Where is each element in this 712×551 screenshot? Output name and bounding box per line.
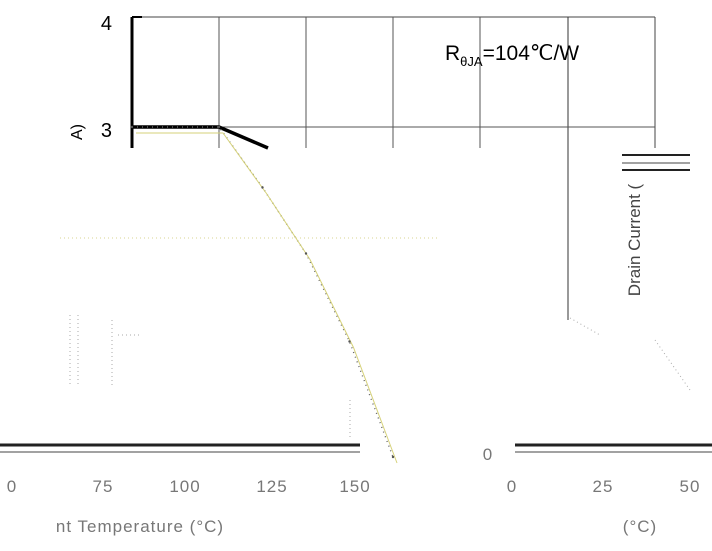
series-line-solid — [132, 125, 269, 150]
series-line-dotted — [132, 126, 394, 458]
series-point — [391, 455, 395, 459]
y-axis-label: A) — [69, 124, 86, 140]
annotation-rest: =104℃/W — [483, 42, 580, 65]
right-panel-fragment: Drain Current ( — [622, 154, 690, 296]
annotation-sub: θJA — [460, 54, 483, 69]
annotation-main: R — [445, 42, 460, 65]
x-tick-label: 125 — [256, 477, 287, 496]
x-axis-label-left: nt Temperature (°C) — [56, 517, 224, 536]
series-point — [130, 125, 134, 129]
series-point — [261, 186, 264, 189]
y-tick-label-3: 3 — [101, 120, 112, 142]
right-y-label: Drain Current ( — [625, 183, 644, 296]
y-tick-label-4: 4 — [101, 13, 112, 35]
x-tick-label: 50 — [680, 477, 701, 496]
x-tick-label: 0 — [483, 445, 493, 464]
x-tick-label: 100 — [169, 477, 200, 496]
x-tick-label: 0 — [507, 477, 517, 496]
remnant-line — [654, 339, 691, 391]
series-line-faint — [136, 132, 398, 464]
x-tick-labels-left: 0 75 100 125 150 — [7, 477, 370, 496]
series-point — [304, 252, 308, 255]
annotation: RθJA=104℃/W — [445, 42, 579, 69]
series-point — [348, 340, 351, 343]
x-axis-label-right: (°C) — [623, 517, 657, 536]
x-tick-label: 25 — [593, 477, 614, 496]
x-tick-label: 150 — [339, 477, 370, 496]
x-tick-label: 0 — [7, 477, 17, 496]
bottom-axes — [0, 443, 712, 453]
annotation-text: RθJA=104℃/W — [445, 42, 579, 69]
series-point — [217, 125, 221, 129]
series-group — [130, 125, 398, 464]
remnant-line — [569, 317, 601, 336]
plot-remnants — [60, 237, 691, 440]
x-tick-labels-right: 0 0 25 50 — [483, 445, 701, 496]
x-tick-label: 75 — [93, 477, 114, 496]
